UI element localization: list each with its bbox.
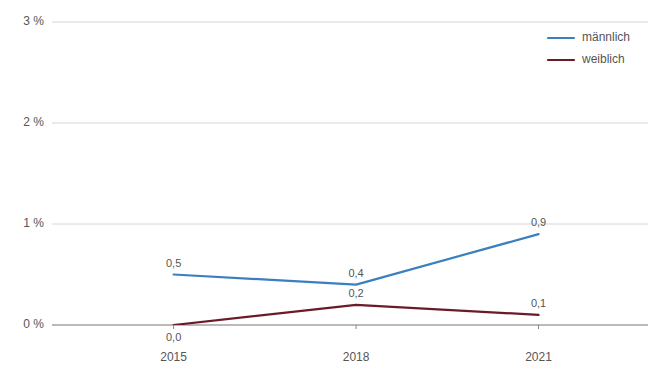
grid-line (52, 123, 648, 124)
data-label: 0,9 (531, 216, 546, 228)
y-tick-label: 2 % (23, 115, 44, 129)
x-tick-label: 2021 (525, 350, 552, 364)
y-grid (52, 22, 648, 325)
x-tick-labels: 2015 2018 2021 (160, 325, 552, 364)
y-tick-label: 1 % (23, 216, 44, 230)
data-label: 0,2 (348, 287, 363, 299)
data-label: 0,5 (166, 257, 181, 269)
data-labels: 0,5 0,4 0,9 0,0 0,2 0,1 (166, 216, 546, 343)
x-tick (173, 325, 174, 329)
data-label: 0,0 (166, 331, 181, 343)
legend-swatch (548, 37, 574, 39)
series-line (174, 234, 539, 285)
legend-label: weiblich (581, 52, 625, 66)
grid-line (52, 22, 648, 23)
x-tick-label: 2018 (343, 350, 370, 364)
grid-line (52, 325, 648, 326)
legend-label: männlich (582, 30, 630, 44)
legend: männlich weiblich (548, 30, 630, 66)
series-line (174, 305, 539, 325)
y-tick-label: 3 % (23, 14, 44, 28)
x-axis-line (52, 325, 648, 326)
lines (174, 234, 539, 325)
y-tick-label: 0 % (23, 317, 44, 331)
data-label: 0,1 (531, 297, 546, 309)
chart: 0 %1 %2 %3 %2015201820210,50,40,90,00,20… (0, 0, 670, 377)
y-tick-labels: 0 % 1 % 2 % 3 % (23, 14, 44, 331)
x-tick (538, 325, 539, 329)
legend-swatch (548, 59, 574, 61)
x-tick (356, 325, 357, 329)
grid-line (52, 224, 648, 225)
x-tick-label: 2015 (160, 350, 187, 364)
data-label: 0,4 (348, 267, 363, 279)
chart-container: 0 %1 %2 %3 %2015201820210,50,40,90,00,20… (0, 0, 670, 377)
